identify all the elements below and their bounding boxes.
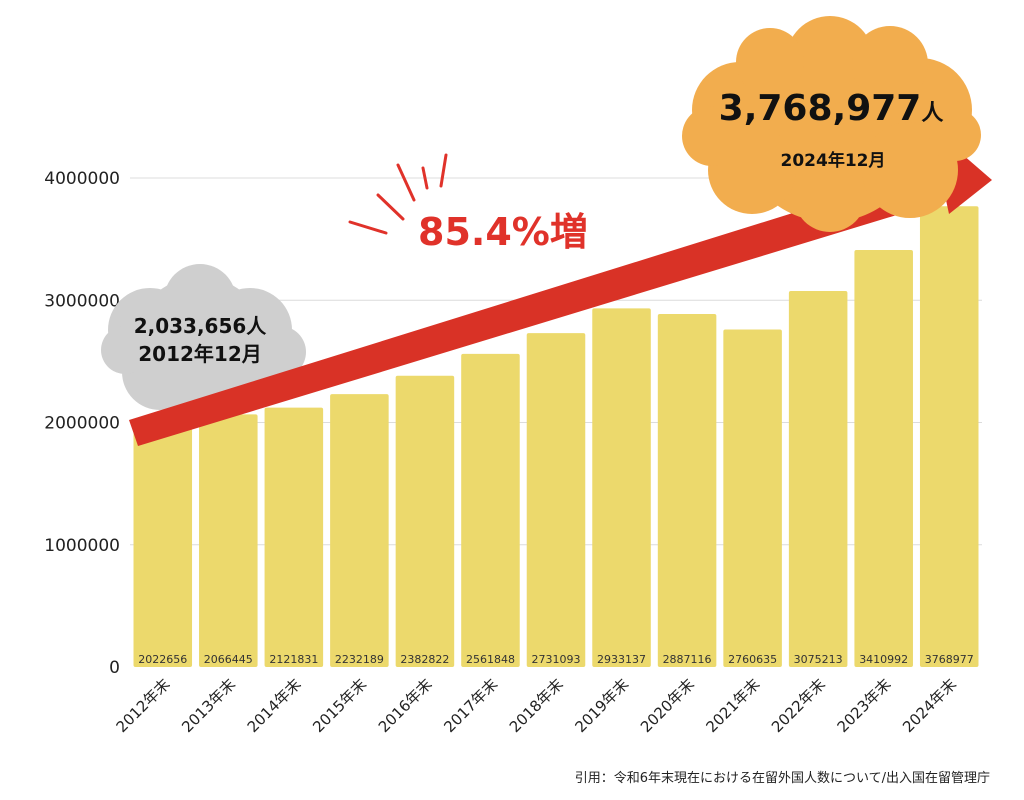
x-tick-label: 2021年末 — [703, 675, 764, 736]
cloud-puff — [682, 106, 742, 166]
cloud-puff — [101, 326, 149, 374]
cloud-puff — [929, 109, 981, 161]
cloud-puff — [164, 264, 236, 336]
bar — [133, 419, 193, 667]
cloud-puff — [786, 16, 874, 104]
x-tick-label: 2014年末 — [244, 675, 305, 736]
y-tick-label: 2000000 — [44, 414, 120, 434]
burst-line — [421, 166, 429, 190]
bar-value-label: 2382822 — [400, 653, 449, 666]
cloud-puff — [254, 326, 306, 378]
burst-line — [439, 153, 448, 188]
bar-value-label: 2933137 — [597, 653, 646, 666]
end-value-group: 3,768,977人 — [719, 88, 944, 129]
cloud-puff — [794, 160, 866, 232]
bar-value-label: 3768977 — [925, 653, 974, 666]
bar — [788, 291, 848, 667]
x-tick-label: 2017年末 — [440, 675, 501, 736]
bar — [919, 206, 979, 668]
x-tick-label: 2024年末 — [899, 675, 960, 736]
start-value-label: 2,033,656人 — [134, 314, 268, 338]
x-tick-label: 2012年末 — [113, 675, 174, 736]
end-date-label: 2024年12月 — [781, 150, 886, 171]
bar — [592, 308, 651, 667]
bar — [264, 407, 324, 667]
bar-value-label: 2232189 — [335, 653, 384, 666]
bar-value-label: 3075213 — [794, 653, 843, 666]
x-tick-label: 2022年末 — [768, 675, 829, 736]
bar — [657, 314, 717, 667]
bars — [133, 206, 979, 668]
end-cloud: 3,768,977人 2024年12月 — [682, 16, 981, 232]
end-unit-label: 人 — [921, 101, 943, 126]
bar-value-label: 2066445 — [204, 653, 253, 666]
bar — [723, 329, 782, 667]
bar-value-label: 2022656 — [138, 653, 187, 666]
x-tick-label: 2013年末 — [178, 675, 239, 736]
x-tick-label: 2015年末 — [309, 675, 370, 736]
bar-value-label: 2731093 — [532, 653, 581, 666]
bar — [199, 414, 258, 667]
growth-burst-lines — [348, 153, 448, 235]
x-tick-label: 2018年末 — [506, 675, 567, 736]
growth-label: 85.4%増 — [418, 210, 588, 254]
bar-value-label: 2561848 — [466, 653, 515, 666]
burst-line — [396, 163, 416, 202]
bar-value-label: 2760635 — [728, 653, 777, 666]
burst-line — [348, 220, 388, 235]
bar-value-label: 3410992 — [859, 653, 908, 666]
bar — [330, 394, 389, 667]
bar — [461, 353, 520, 667]
bar — [395, 375, 455, 667]
bar-value-label: 2887116 — [663, 653, 712, 666]
x-tick-label: 2016年末 — [375, 675, 436, 736]
x-tick-label: 2019年末 — [571, 675, 632, 736]
bar-value-label: 2121831 — [269, 653, 318, 666]
cloud-puff — [852, 26, 928, 102]
bar-value-labels: 2022656 2066445 2121831 2232189 2382822 25618… — [138, 653, 973, 666]
x-axis: 2012年末 2013年末 2014年末 2015年末 2016年末 2017年末 2018… — [113, 675, 960, 736]
y-tick-label: 1000000 — [44, 536, 120, 556]
bar — [526, 333, 586, 667]
start-date-label: 2012年12月 — [138, 342, 262, 366]
x-tick-label: 2023年末 — [834, 675, 895, 736]
y-axis: 0 1000000 2000000 3000000 4000000 — [44, 169, 120, 678]
y-tick-label: 4000000 — [44, 169, 120, 189]
cloud-puff — [736, 28, 804, 96]
burst-line — [376, 193, 405, 221]
end-cloud-shape — [682, 16, 981, 232]
y-tick-label: 3000000 — [44, 291, 120, 311]
bar — [854, 250, 913, 667]
end-value-label: 3,768,977 — [719, 88, 922, 129]
x-tick-label: 2020年末 — [637, 675, 698, 736]
source-citation: 引用：令和6年末現在における在留外国人数について/出入国在留管理庁 — [574, 771, 990, 786]
y-tick-label: 0 — [109, 658, 120, 678]
trend-arrow — [129, 122, 992, 446]
